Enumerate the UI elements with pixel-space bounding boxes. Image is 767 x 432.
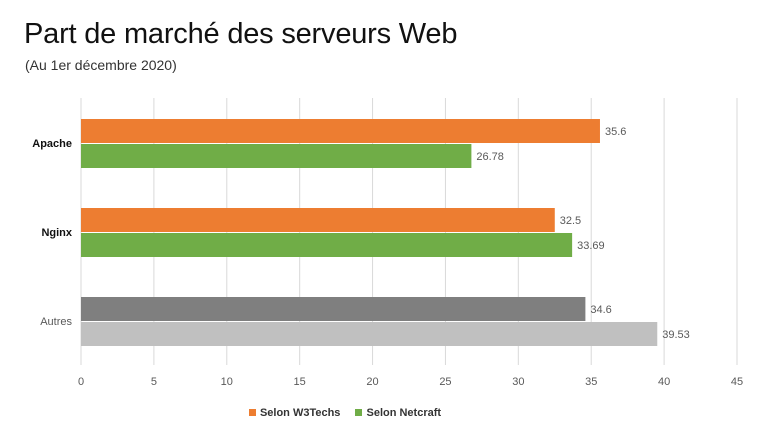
- x-tick-label: 20: [366, 376, 378, 388]
- bar-autres-w3techs: [81, 297, 586, 321]
- legend-item-w3techs: Selon W3Techs: [248, 407, 341, 419]
- bar-nginx-w3techs: [81, 208, 555, 232]
- x-tick-label: 25: [439, 376, 451, 388]
- x-tick-label: 5: [151, 376, 157, 388]
- x-tick-label: 35: [585, 376, 597, 388]
- bar-apache-w3techs: [81, 119, 600, 143]
- bar-value-label: 26.78: [476, 151, 504, 163]
- x-tick-label: 15: [294, 376, 306, 388]
- category-labels: Apache Nginx Autres: [32, 138, 73, 328]
- category-label-apache: Apache: [32, 138, 72, 150]
- value-labels: 35.6 26.78 32.5 33.69 34.6 39.53: [476, 126, 689, 341]
- legend-item-netcraft: Selon Netcraft: [355, 407, 441, 419]
- category-label-nginx: Nginx: [41, 227, 72, 239]
- chart-title: Part de marché des serveurs Web: [24, 18, 458, 50]
- bars: [81, 119, 658, 346]
- legend-label-netcraft: Selon Netcraft: [366, 407, 442, 419]
- chart-subtitle: (Au 1er décembre 2020): [25, 57, 177, 73]
- x-tick-label: 40: [658, 376, 670, 388]
- bar-value-label: 32.5: [560, 215, 581, 227]
- legend-label-w3techs: Selon W3Techs: [259, 407, 341, 419]
- bar-value-label: 33.69: [577, 240, 605, 252]
- bar-apache-netcraft: [81, 144, 472, 168]
- bar-value-label: 39.53: [662, 329, 690, 341]
- category-label-autres: Autres: [40, 316, 72, 328]
- x-tick-label: 30: [512, 376, 524, 388]
- bar-autres-netcraft: [81, 322, 658, 346]
- x-tick-label: 45: [731, 376, 743, 388]
- x-axis-ticks: 0 5 10 15 20 25 30 35 40 45: [78, 376, 743, 388]
- bar-value-label: 35.6: [605, 126, 626, 138]
- x-tick-label: 10: [221, 376, 233, 388]
- x-tick-label: 0: [78, 376, 84, 388]
- legend-swatch-netcraft: [355, 409, 363, 416]
- legend-swatch-w3techs: [248, 409, 256, 416]
- legend: Selon W3Techs Selon Netcraft: [0, 407, 690, 419]
- bar-value-label: 34.6: [590, 304, 611, 316]
- bar-nginx-netcraft: [81, 233, 573, 257]
